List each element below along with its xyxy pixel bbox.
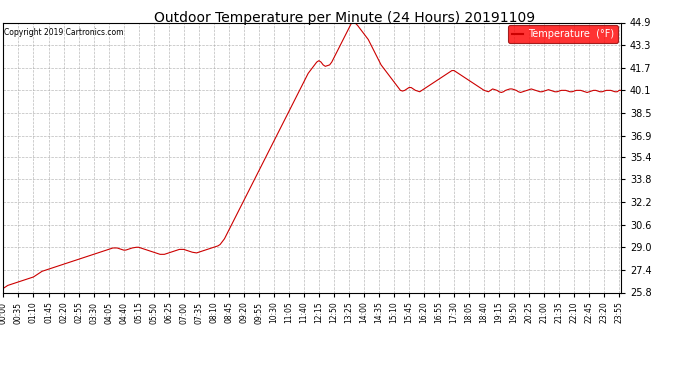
Text: Copyright 2019 Cartronics.com: Copyright 2019 Cartronics.com	[4, 28, 124, 37]
Text: Outdoor Temperature per Minute (24 Hours) 20191109: Outdoor Temperature per Minute (24 Hours…	[155, 11, 535, 25]
Legend: Temperature  (°F): Temperature (°F)	[508, 26, 618, 43]
